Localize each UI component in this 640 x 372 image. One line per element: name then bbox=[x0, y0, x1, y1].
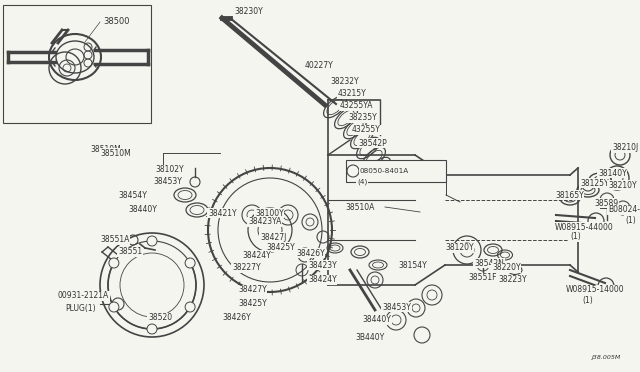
Text: 38453Y: 38453Y bbox=[153, 177, 182, 186]
Text: 38210Y: 38210Y bbox=[608, 180, 637, 189]
Text: 38425Y: 38425Y bbox=[266, 243, 295, 251]
Bar bbox=[346, 160, 446, 182]
Text: 43255YA: 43255YA bbox=[340, 102, 374, 110]
Text: 38421Y: 38421Y bbox=[208, 208, 237, 218]
Text: 38427Y: 38427Y bbox=[238, 285, 267, 295]
Text: 38140Y: 38140Y bbox=[598, 169, 627, 177]
Text: 38125Y: 38125Y bbox=[580, 179, 609, 187]
Text: (1): (1) bbox=[625, 215, 636, 224]
Text: 38551A: 38551A bbox=[100, 235, 129, 244]
Text: 08050-8401A: 08050-8401A bbox=[360, 168, 409, 174]
Text: 38510A: 38510A bbox=[345, 202, 374, 212]
Text: 38440Y: 38440Y bbox=[362, 315, 391, 324]
Circle shape bbox=[147, 324, 157, 334]
Text: 38426Y: 38426Y bbox=[296, 248, 324, 257]
Text: 38154Y: 38154Y bbox=[398, 260, 427, 269]
Circle shape bbox=[185, 258, 195, 268]
Text: 38235Y: 38235Y bbox=[348, 113, 377, 122]
Text: 38230Y: 38230Y bbox=[234, 7, 263, 16]
Text: 38232Y: 38232Y bbox=[330, 77, 358, 87]
Text: 38551: 38551 bbox=[118, 247, 142, 257]
Text: 38500: 38500 bbox=[103, 17, 129, 26]
Text: 38227Y: 38227Y bbox=[232, 263, 260, 273]
Text: W08915-44000: W08915-44000 bbox=[555, 222, 614, 231]
Text: 38220Y: 38220Y bbox=[492, 263, 520, 273]
Text: 38426Y: 38426Y bbox=[222, 314, 251, 323]
Text: 38453Y: 38453Y bbox=[382, 302, 411, 311]
Text: 38423YA: 38423YA bbox=[248, 218, 282, 227]
Text: 38102Y: 38102Y bbox=[155, 166, 184, 174]
Text: PLUG(1): PLUG(1) bbox=[65, 304, 95, 312]
Circle shape bbox=[185, 302, 195, 312]
Text: 38223Y: 38223Y bbox=[498, 276, 527, 285]
Text: (4): (4) bbox=[357, 179, 367, 185]
Text: 38120Y: 38120Y bbox=[445, 244, 474, 253]
Text: J38.005M: J38.005M bbox=[591, 356, 620, 360]
Text: 38427J: 38427J bbox=[260, 232, 286, 241]
Circle shape bbox=[109, 258, 119, 268]
Text: 40227Y: 40227Y bbox=[305, 61, 333, 70]
Text: 00931-2121A: 00931-2121A bbox=[58, 292, 109, 301]
Text: 38100Y: 38100Y bbox=[255, 208, 284, 218]
Text: 38424Y: 38424Y bbox=[242, 250, 271, 260]
Text: 38589: 38589 bbox=[594, 199, 618, 208]
Text: 38551F: 38551F bbox=[468, 273, 497, 282]
Text: 43215Y: 43215Y bbox=[338, 90, 367, 99]
Text: 38425Y: 38425Y bbox=[238, 298, 267, 308]
Text: 38510M: 38510M bbox=[90, 145, 121, 154]
Bar bbox=[3, 5, 151, 123]
Text: 38542P: 38542P bbox=[358, 138, 387, 148]
Text: (1): (1) bbox=[570, 232, 580, 241]
Text: 43255Y: 43255Y bbox=[352, 125, 381, 135]
Text: 38542N: 38542N bbox=[474, 259, 504, 267]
Text: 38440Y: 38440Y bbox=[128, 205, 157, 215]
Text: 38210J: 38210J bbox=[612, 144, 638, 153]
Circle shape bbox=[109, 302, 119, 312]
Text: 38423Y: 38423Y bbox=[308, 260, 337, 269]
Circle shape bbox=[112, 298, 124, 310]
Text: 38424Y: 38424Y bbox=[308, 276, 337, 285]
Circle shape bbox=[147, 236, 157, 246]
Text: 38510M: 38510M bbox=[100, 148, 131, 157]
Text: 38454Y: 38454Y bbox=[118, 190, 147, 199]
Text: B08024-0021A: B08024-0021A bbox=[608, 205, 640, 215]
Text: (1): (1) bbox=[582, 295, 593, 305]
Text: 38520: 38520 bbox=[148, 314, 172, 323]
Circle shape bbox=[582, 179, 594, 191]
Text: W08915-14000: W08915-14000 bbox=[566, 285, 625, 295]
Text: 38165Y: 38165Y bbox=[555, 190, 584, 199]
Text: 3B440Y: 3B440Y bbox=[355, 334, 384, 343]
